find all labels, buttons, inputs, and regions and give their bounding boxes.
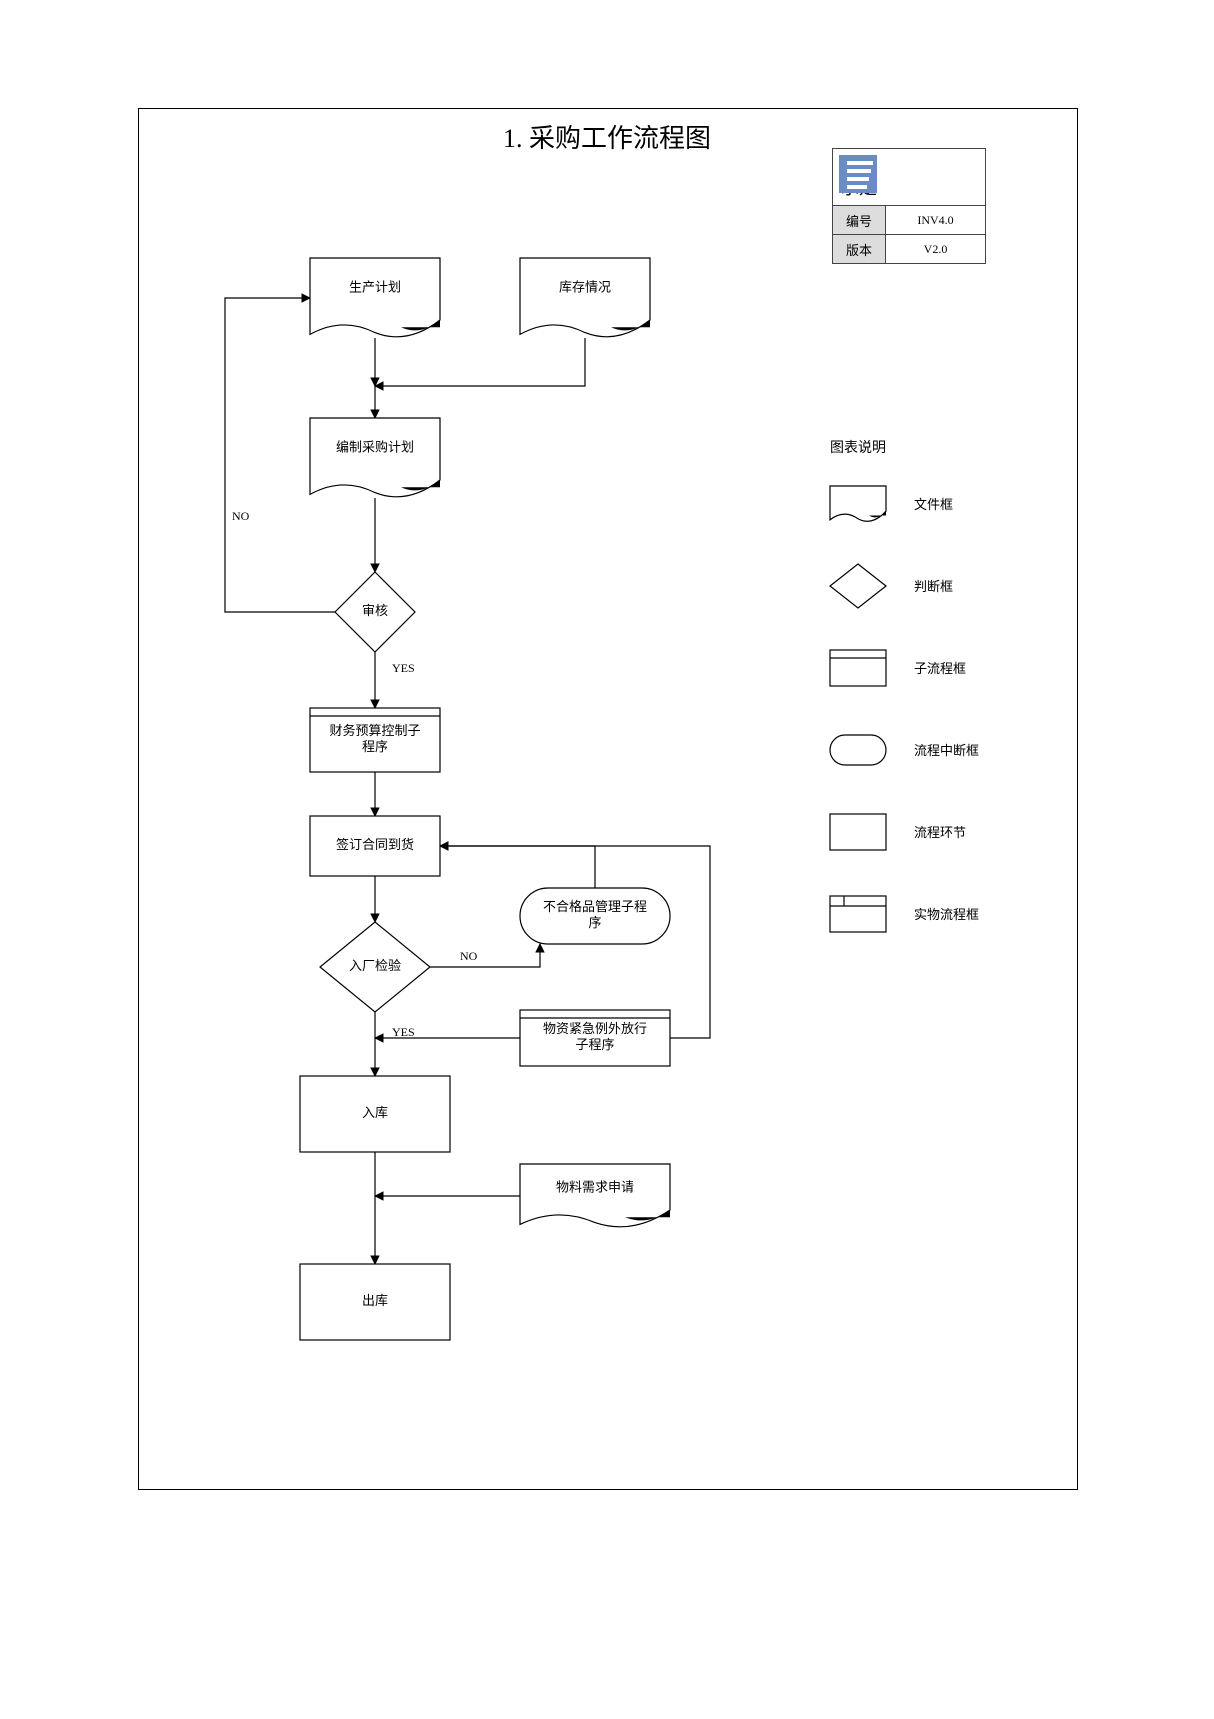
svg-text:入厂检验: 入厂检验 — [349, 958, 401, 973]
edge-label: NO — [232, 509, 250, 523]
node-n_inspect: 入厂检验 — [320, 922, 430, 1012]
edge — [440, 846, 595, 888]
node-n_compile: 编制采购计划 — [310, 418, 440, 497]
svg-text:编制采购计划: 编制采购计划 — [336, 439, 414, 454]
node-n_budget: 财务预算控制子程序 — [310, 708, 440, 772]
node-n_req: 物料需求申请 — [520, 1164, 670, 1227]
legend-item: 流程中断框 — [830, 735, 979, 765]
legend-item: 流程环节 — [830, 814, 966, 850]
flowchart-canvas: YES NO NO YES 生产计划 库存情况编制采购计划审核财务预算控制子程序签订合同… — [0, 0, 1214, 1719]
node-n_emerg: 物资紧急例外放行子程序 — [520, 1010, 670, 1066]
legend-label: 流程环节 — [914, 825, 966, 840]
svg-text:签订合同到货: 签订合同到货 — [336, 837, 414, 852]
edge-label: YES — [392, 661, 415, 675]
legend-label: 子流程框 — [914, 661, 966, 676]
node-n_plan: 生产计划 — [310, 258, 440, 337]
node-n_reject: 不合格品管理子程序 — [520, 888, 670, 944]
legend-label: 判断框 — [914, 579, 953, 594]
svg-text:程序: 程序 — [362, 739, 388, 754]
svg-text:审核: 审核 — [362, 603, 388, 618]
node-n_out: 出库 — [300, 1264, 450, 1340]
node-n_contract: 签订合同到货 — [310, 816, 440, 876]
legend-label: 文件框 — [914, 497, 953, 512]
legend-item: 子流程框 — [830, 650, 966, 686]
svg-text:物资紧急例外放行: 物资紧急例外放行 — [543, 1021, 647, 1036]
node-n_stock: 库存情况 — [520, 258, 650, 337]
svg-text:出库: 出库 — [362, 1293, 388, 1308]
node-n_in: 入库 — [300, 1076, 450, 1152]
edge-label: NO — [460, 949, 478, 963]
edge-label: YES — [392, 1025, 415, 1039]
svg-text:入库: 入库 — [362, 1105, 388, 1120]
legend-item: 判断框 — [830, 564, 953, 608]
page-root: 1. 采购工作流程图 人大 求是 编号INV4.0版本V2.0 YESNONOY… — [0, 0, 1214, 1719]
legend-label: 实物流程框 — [914, 907, 979, 922]
legend-title: 图表说明 — [830, 440, 886, 456]
svg-text:财务预算控制子: 财务预算控制子 — [329, 723, 420, 738]
svg-text:物料需求申请: 物料需求申请 — [556, 1179, 634, 1194]
edge — [375, 338, 585, 386]
edge — [430, 944, 540, 967]
node-n_audit: 审核 — [335, 572, 415, 652]
svg-text:不合格品管理子程: 不合格品管理子程 — [543, 899, 647, 914]
svg-text:库存情况: 库存情况 — [559, 279, 611, 294]
legend-item: 文件框 — [830, 486, 953, 521]
svg-text:序: 序 — [588, 915, 601, 930]
svg-text:子程序: 子程序 — [575, 1037, 614, 1052]
svg-text:生产计划: 生产计划 — [349, 279, 401, 294]
legend-item: 实物流程框 — [830, 896, 979, 932]
legend-label: 流程中断框 — [914, 743, 979, 758]
